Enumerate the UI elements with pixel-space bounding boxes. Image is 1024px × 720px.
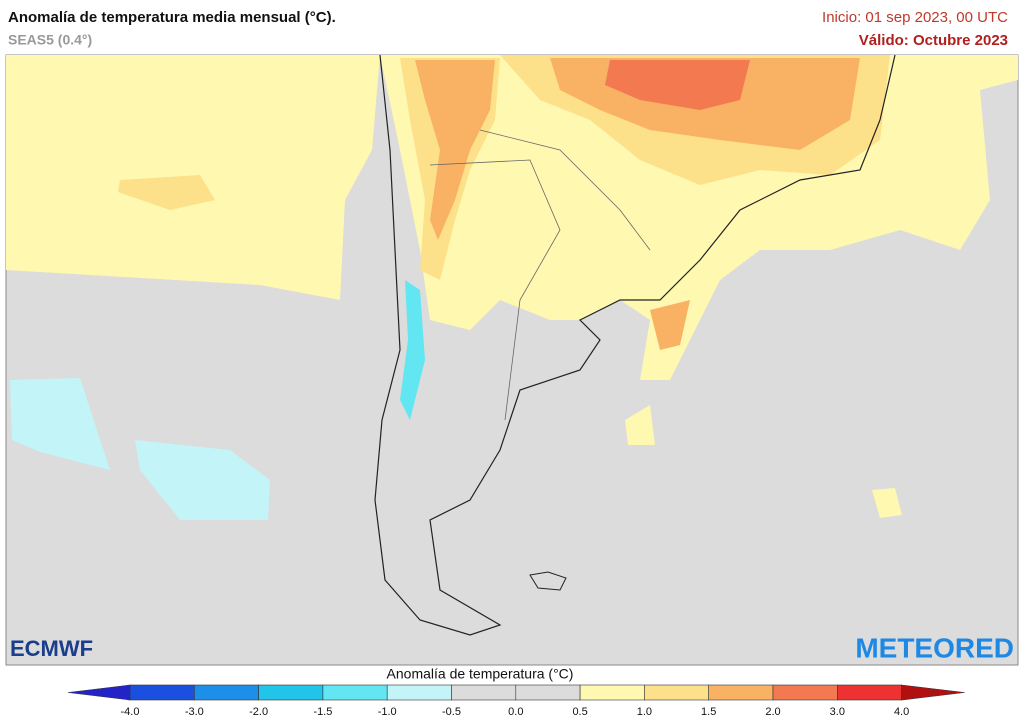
ecmwf-logo: ECMWF — [10, 636, 93, 661]
border — [429, 129, 651, 421]
colorbar-segment — [322, 684, 388, 701]
meteored-logo: METEORED — [855, 632, 1014, 663]
colorbar-tick-label: 3.0 — [830, 706, 845, 718]
colorbar-segment — [772, 684, 838, 701]
coastline — [529, 571, 567, 591]
colorbar-tick-label: 0.5 — [572, 706, 587, 718]
anomaly-area — [625, 405, 655, 445]
anomaly-area — [10, 378, 110, 470]
colorbar-tick-label: -3.0 — [185, 706, 204, 718]
subtitle: SEAS5 (0.4°) — [8, 32, 92, 48]
colorbar-extension — [67, 684, 131, 701]
colorbar-extension — [901, 684, 965, 701]
coastline — [374, 54, 896, 636]
anomaly-area — [872, 488, 902, 518]
legend-title: Anomalía de temperatura (°C) — [387, 666, 574, 682]
colorbar-tick-label: -1.0 — [378, 706, 397, 718]
colorbar-segment — [386, 684, 452, 701]
colorbar-segment — [836, 684, 902, 701]
colorbar-segment — [579, 684, 645, 701]
colorbar-tick-label: -2.0 — [249, 706, 268, 718]
colorbar-tick-label: 4.0 — [894, 706, 909, 718]
valid-date: Válido: Octubre 2023 — [859, 32, 1008, 49]
colorbar-tick-label: 1.5 — [701, 706, 716, 718]
anomaly-area — [415, 60, 495, 240]
anomaly-area — [400, 280, 425, 420]
colorbar-segment — [194, 684, 259, 701]
anomaly-area — [605, 60, 750, 110]
colorbar-tick-label: 2.0 — [765, 706, 780, 718]
colorbar-tick-label: 0.0 — [508, 706, 523, 718]
colorbar: -4.0 -3.0 -2.0 -1.5 -1.0 -0.5 0.0 0.5 1.0 1.5 2.0 3… — [67, 684, 965, 718]
colorbar-segment — [258, 684, 324, 701]
colorbar-segment — [451, 684, 517, 701]
anomaly-area — [118, 175, 215, 210]
colorbar-segment — [129, 684, 195, 701]
colorbar-tick-label: -4.0 — [121, 706, 140, 718]
init-date: Inicio: 01 sep 2023, 00 UTC — [822, 9, 1008, 26]
colorbar-tick-label: -0.5 — [442, 706, 461, 718]
colorbar-segment — [644, 684, 710, 701]
colorbar-segment — [515, 684, 581, 701]
colorbar-segment — [708, 684, 774, 701]
anomaly-area — [650, 300, 690, 350]
title: Anomalía de temperatura media mensual (°… — [8, 9, 336, 26]
colorbar-tick-label: -1.5 — [313, 706, 332, 718]
anomaly-area — [135, 440, 270, 520]
colorbar-tick-label: 1.0 — [637, 706, 652, 718]
map — [5, 54, 1019, 666]
